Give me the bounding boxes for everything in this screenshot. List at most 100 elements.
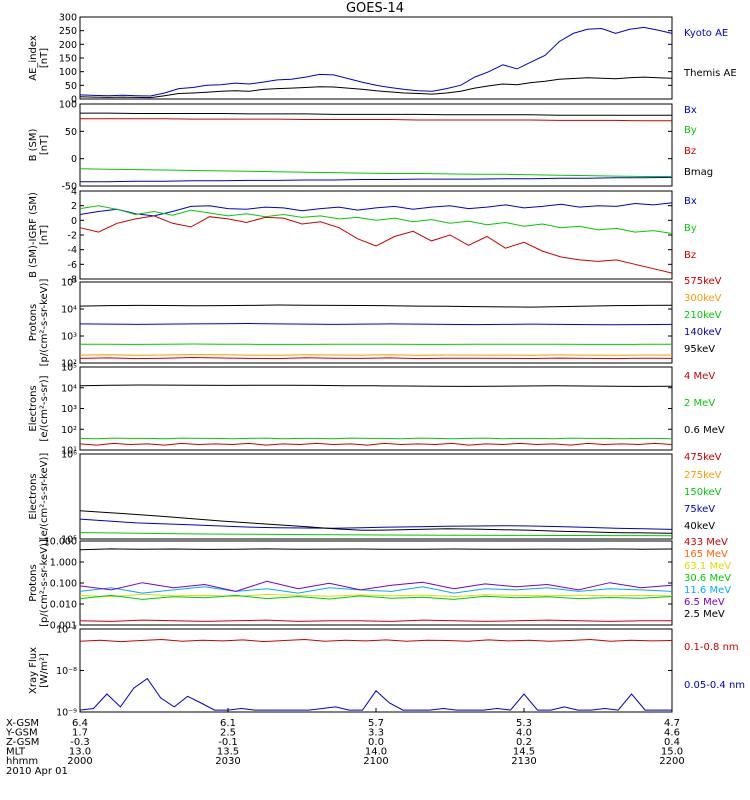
orbit-value: 2100 <box>363 756 388 767</box>
legend-label-bsm-0: Bx <box>684 105 697 116</box>
y-tick-label: 0 <box>71 216 77 227</box>
y-tick-label: 10³ <box>61 332 77 343</box>
orbit-value: 0.2 <box>516 737 532 748</box>
orbit-value: 2000 <box>67 756 92 767</box>
y-tick-label: 2 <box>71 201 77 212</box>
legend-label-electrons1-0: 4 MeV <box>684 371 715 382</box>
y-tick-label: 10³ <box>61 404 77 415</box>
series-line-protons1-1 <box>79 354 673 356</box>
orbit-value: 15.0 <box>661 747 683 758</box>
legend-label-bigrf-0: Bx <box>684 196 697 207</box>
y-tick-label: -8 <box>68 275 77 286</box>
axis-label-xray: Xray Flux[W/m²] <box>28 647 50 694</box>
series-line-protons2-5 <box>79 580 673 592</box>
legend-label-ae-0: Kyoto AE <box>684 28 728 39</box>
orbit-value: 2200 <box>659 756 684 767</box>
series-line-ae-0 <box>79 26 673 97</box>
series-line-protons2-0 <box>79 619 672 622</box>
orbit-value: 4.0 <box>516 728 532 739</box>
legend-label-protons2-5: 6.5 MeV <box>684 597 725 608</box>
y-tick-label: 10⁵ <box>61 278 77 289</box>
series-line-xray-1 <box>79 677 672 711</box>
orbit-value: 3.3 <box>368 728 384 739</box>
series-line-protons1-4 <box>79 304 673 308</box>
orbit-value: 2030 <box>215 756 240 767</box>
legend-label-protons2-0: 433 MeV <box>684 537 728 548</box>
series-line-protons2-3 <box>79 594 673 600</box>
axis-label-bigrf: B (SM)-IGRF (SM)[nT] <box>28 192 50 278</box>
panel-frame-ae <box>79 16 673 100</box>
y-tick-label: 10⁵ <box>61 363 77 374</box>
series-line-electrons1-0 <box>79 442 673 446</box>
y-tick-label: 0.010 <box>50 600 77 611</box>
y-tick-label: 10⁵ <box>61 535 77 546</box>
y-tick-label: 10¹ <box>61 446 77 457</box>
legend-label-electrons1-1: 2 MeV <box>684 398 715 409</box>
panel-frame-bsm <box>79 103 673 187</box>
y-tick-label: 10² <box>61 359 77 370</box>
orbit-value: 14.5 <box>513 747 535 758</box>
series-line-electrons2-3 <box>79 518 673 530</box>
orbit-value: 4.6 <box>664 728 680 739</box>
legend-label-xray-1: 0.05-0.4 nm <box>684 680 745 691</box>
orbit-value: 2.5 <box>220 728 236 739</box>
chart-title: GOES-14 <box>345 1 404 16</box>
legend-label-bsm-1: By <box>684 125 697 136</box>
orbit-value: 1.7 <box>72 728 88 739</box>
legend-label-protons1-1: 300keV <box>684 293 722 304</box>
orbit-value: 14.0 <box>365 747 387 758</box>
orbit-row-label: hhmm <box>6 756 38 767</box>
y-tick-label: 100 <box>59 100 77 111</box>
legend-label-electrons2-4: 40keV <box>684 521 715 532</box>
y-tick-label: 10⁶ <box>61 450 77 461</box>
axis-label-ae: AE_index[nT] <box>28 35 50 81</box>
legend-label-electrons2-3: 75keV <box>684 504 715 515</box>
axis-label-bsm: B (SM)[nT] <box>28 128 50 161</box>
legend-label-protons1-4: 95keV <box>684 344 715 355</box>
date-label: 2010 Apr 01 <box>6 766 68 777</box>
series-line-ae-1 <box>79 76 673 99</box>
y-tick-label: 0.100 <box>50 579 77 590</box>
y-tick-label: 0 <box>71 154 77 165</box>
panel-frame-xray <box>79 628 673 713</box>
y-tick-label: 50 <box>65 81 77 92</box>
legend-label-electrons1-2: 0.6 MeV <box>684 425 725 436</box>
series-line-bigrf-0 <box>79 202 673 217</box>
orbit-value: -0.1 <box>218 737 238 748</box>
series-line-electrons1-1 <box>79 437 673 440</box>
orbit-value: 0.0 <box>368 737 384 748</box>
orbit-row-label: X-GSM <box>6 718 39 729</box>
series-line-xray-0 <box>79 638 673 643</box>
y-tick-label: 10⁻⁹ <box>56 708 77 719</box>
panel-frame-electrons1 <box>79 366 673 451</box>
y-tick-label: 10⁴ <box>61 305 77 316</box>
legend-label-xray-0: 0.1-0.8 nm <box>684 642 739 653</box>
orbit-value: 4.7 <box>664 718 680 729</box>
orbit-value: 13.5 <box>217 747 239 758</box>
legend-label-electrons2-0: 475keV <box>684 452 722 463</box>
series-line-bsm-2 <box>80 118 672 122</box>
y-tick-label: 0 <box>71 95 77 106</box>
series-line-bsm-0 <box>80 176 673 183</box>
y-tick-label: 0.001 <box>50 621 77 632</box>
orbit-value: -0.3 <box>70 737 90 748</box>
orbit-value: 13.0 <box>69 747 91 758</box>
y-tick-label: 10⁻⁷ <box>56 625 77 636</box>
orbit-value: 6.1 <box>220 718 236 729</box>
y-tick-label: -4 <box>68 245 77 256</box>
legend-label-protons1-3: 140keV <box>684 327 722 338</box>
orbit-value: 0.4 <box>664 737 680 748</box>
panel-frame-protons1 <box>79 281 673 364</box>
y-tick-label: 300 <box>59 13 77 24</box>
y-tick-label: 4 <box>71 187 77 198</box>
series-line-protons1-3 <box>79 322 673 326</box>
y-tick-label: 10⁴ <box>61 383 77 394</box>
panel-frame-bigrf <box>79 190 673 280</box>
axis-label-electrons2: Electrons[e/(cm²-s-sr-keV)] <box>28 453 50 541</box>
orbit-value: 6.4 <box>72 718 88 729</box>
series-line-protons2-6 <box>79 548 673 551</box>
legend-label-bsm-3: Bmag <box>684 167 713 178</box>
axis-label-protons1: Protons[p/(cm²-s-sr-keV)] <box>28 279 50 367</box>
y-tick-label: 10⁻⁸ <box>56 666 77 677</box>
series-line-protons2-2 <box>79 593 673 598</box>
